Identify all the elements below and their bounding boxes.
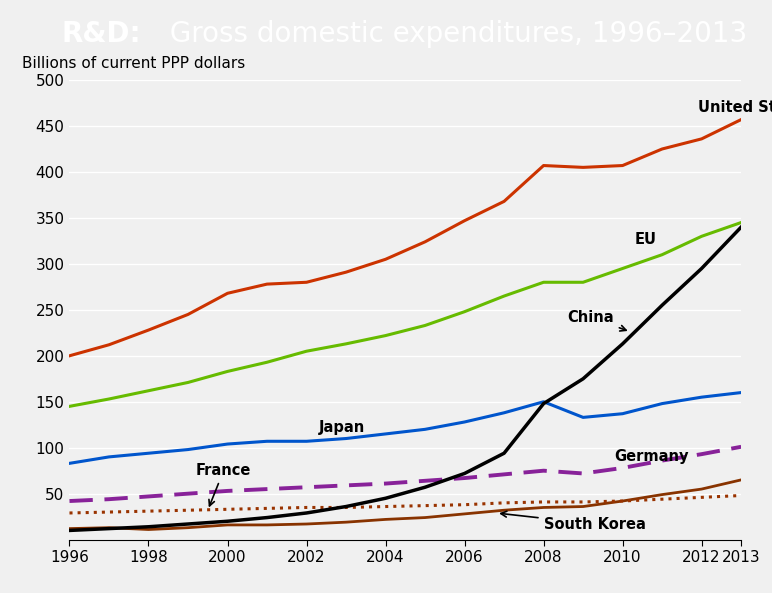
Text: Germany: Germany: [615, 449, 689, 464]
Text: China: China: [567, 310, 626, 331]
Text: United States: United States: [698, 100, 772, 115]
Text: Gross domestic expenditures, 1996–2013: Gross domestic expenditures, 1996–2013: [161, 20, 747, 48]
Text: South Korea: South Korea: [501, 511, 645, 531]
Text: R&D:: R&D:: [62, 20, 141, 48]
Text: EU: EU: [635, 232, 656, 247]
Text: Billions of current PPP dollars: Billions of current PPP dollars: [22, 56, 245, 71]
Text: France: France: [196, 463, 251, 506]
Text: Japan: Japan: [318, 420, 364, 435]
